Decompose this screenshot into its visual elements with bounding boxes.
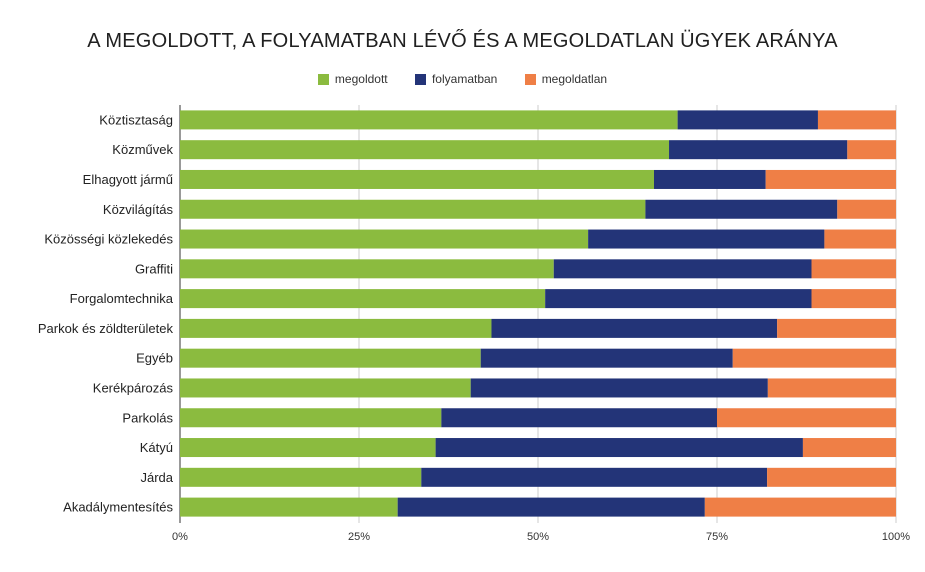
bar-megoldott bbox=[180, 408, 442, 428]
y-tick-label: Kátyú bbox=[140, 440, 173, 455]
legend-label-megoldatlan: megoldatlan bbox=[541, 72, 608, 86]
y-tick-label: Közösségi közlekedés bbox=[44, 232, 173, 247]
bar-megoldatlan bbox=[817, 110, 896, 130]
bar-megoldott bbox=[180, 199, 646, 219]
legend-label-megoldott: megoldott bbox=[334, 72, 388, 86]
bar-megoldatlan bbox=[837, 199, 896, 219]
bar-folyamatban bbox=[435, 438, 803, 458]
bar-folyamatban bbox=[545, 289, 812, 309]
y-tick-label: Köztisztaság bbox=[99, 112, 173, 127]
bar-folyamatban bbox=[397, 497, 705, 517]
legend-label-folyamatban: folyamatban bbox=[431, 72, 498, 86]
bar-megoldatlan bbox=[732, 348, 896, 368]
bar-folyamatban bbox=[677, 110, 818, 130]
y-tick-label: Kerékpározás bbox=[93, 380, 174, 395]
bar-folyamatban bbox=[470, 378, 768, 398]
bar-megoldatlan bbox=[824, 229, 896, 249]
bar-folyamatban bbox=[588, 229, 825, 249]
bar-folyamatban bbox=[441, 408, 717, 428]
bar-megoldott bbox=[180, 348, 481, 368]
bar-megoldott bbox=[180, 229, 589, 249]
bar-folyamatban bbox=[653, 169, 766, 189]
y-tick-label: Járda bbox=[140, 470, 173, 485]
bar-megoldatlan bbox=[767, 378, 896, 398]
y-tick-label: Közművek bbox=[112, 142, 173, 157]
legend-swatch-megoldott bbox=[317, 73, 329, 85]
y-tick-label: Egyéb bbox=[136, 351, 173, 366]
bar-folyamatban bbox=[645, 199, 838, 219]
bar-megoldatlan bbox=[765, 169, 896, 189]
bar-megoldatlan bbox=[811, 259, 896, 279]
x-tick-label: 100% bbox=[882, 531, 910, 543]
bar-folyamatban bbox=[553, 259, 812, 279]
y-tick-label: Graffiti bbox=[135, 261, 173, 276]
legend-item-megoldatlan: megoldatlan bbox=[524, 72, 608, 86]
bar-megoldott bbox=[180, 169, 654, 189]
bar-megoldott bbox=[180, 467, 422, 487]
bar-megoldott bbox=[180, 438, 436, 458]
legend-swatch-folyamatban bbox=[414, 73, 426, 85]
bar-megoldott bbox=[180, 140, 670, 160]
y-tick-label: Elhagyott jármű bbox=[83, 172, 173, 187]
bar-megoldatlan bbox=[811, 289, 896, 309]
x-tick-label: 25% bbox=[348, 531, 370, 543]
y-tick-label: Közvilágítás bbox=[103, 202, 174, 217]
bar-megoldatlan bbox=[717, 408, 896, 428]
bar-megoldatlan bbox=[767, 467, 896, 487]
bar-folyamatban bbox=[669, 140, 848, 160]
y-tick-label: Parkok és zöldterületek bbox=[38, 321, 174, 336]
x-tick-label: 0% bbox=[172, 531, 188, 543]
legend-swatch-megoldatlan bbox=[524, 73, 536, 85]
bar-megoldatlan bbox=[704, 497, 896, 517]
bar-folyamatban bbox=[480, 348, 733, 368]
legend: megoldott folyamatban megoldatlan bbox=[0, 72, 925, 88]
bar-folyamatban bbox=[491, 318, 778, 338]
bar-megoldatlan bbox=[802, 438, 896, 458]
chart-title: A MEGOLDOTT, A FOLYAMATBAN LÉVŐ ÉS A MEG… bbox=[87, 30, 838, 52]
x-tick-label: 50% bbox=[527, 531, 549, 543]
bar-megoldott bbox=[180, 259, 554, 279]
bar-folyamatban bbox=[421, 467, 768, 487]
bar-megoldatlan bbox=[847, 140, 896, 160]
legend-item-megoldott: megoldott bbox=[317, 72, 388, 86]
bar-megoldott bbox=[180, 110, 678, 130]
legend-item-folyamatban: folyamatban bbox=[414, 72, 498, 86]
bar-megoldott bbox=[180, 378, 471, 398]
bar-megoldott bbox=[180, 497, 398, 517]
bar-megoldott bbox=[180, 318, 492, 338]
bar-megoldott bbox=[180, 289, 546, 309]
y-tick-label: Akadálymentesítés bbox=[63, 500, 173, 515]
x-tick-label: 75% bbox=[706, 531, 728, 543]
bar-megoldatlan bbox=[777, 318, 896, 338]
y-tick-label: Parkolás bbox=[122, 410, 173, 425]
y-tick-label: Forgalomtechnika bbox=[70, 291, 174, 306]
